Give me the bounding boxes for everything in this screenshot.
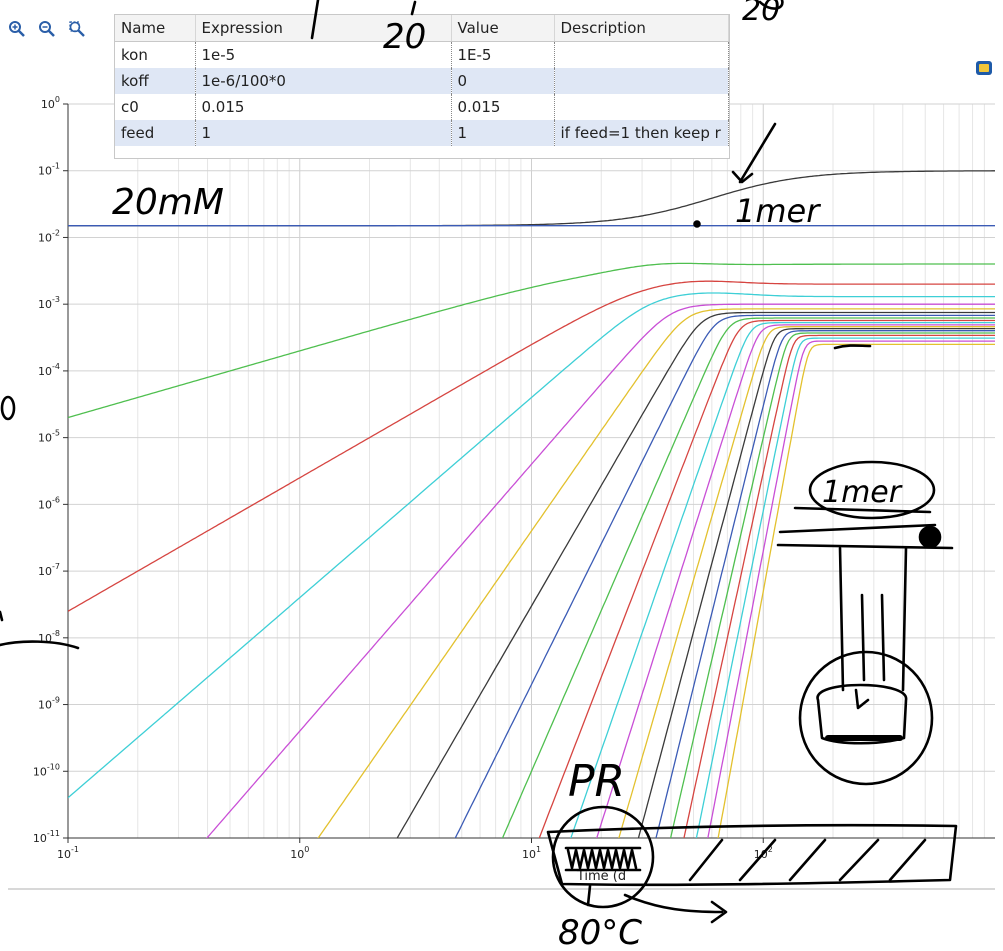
y-tick-label: 10-6 [38, 495, 60, 511]
cell-description[interactable] [554, 94, 729, 120]
x-axis-title: Time (d [576, 869, 626, 884]
x-tick-label: 100 [290, 845, 309, 861]
y-tick-label: 10-4 [38, 362, 60, 378]
y-tick-label: 10-3 [38, 295, 60, 311]
series-line-10 [501, 317, 995, 838]
table-row[interactable]: koff 1e-6/100*0 0 [115, 68, 729, 94]
cell-expression[interactable]: 1e-5 [195, 41, 452, 68]
cell-name[interactable]: c0 [115, 94, 196, 120]
column-header-expression[interactable]: Expression [195, 15, 452, 42]
cell-value: 0.015 [451, 94, 555, 120]
table-header-row: Name Expression Value Description [115, 15, 729, 42]
table-row[interactable]: c0 0.015 0.015 [115, 94, 729, 120]
cell-expression[interactable]: 1 [195, 120, 452, 146]
cell-value: 1 [451, 120, 555, 146]
zoom-in-icon[interactable] [6, 18, 28, 40]
series-line-12 [570, 321, 995, 838]
series-line-5 [68, 292, 995, 799]
series-line-17 [669, 332, 995, 838]
y-tick-label: 10-7 [38, 562, 60, 578]
cell-name[interactable]: koff [115, 68, 196, 94]
parameter-table: Name Expression Value Description kon 1e… [114, 14, 730, 159]
series-line-7 [317, 308, 995, 838]
series-line-18 [683, 334, 995, 838]
y-tick-label: 10-2 [38, 228, 60, 244]
cell-description[interactable] [554, 68, 729, 94]
table-row[interactable]: kon 1e-5 1E-5 [115, 41, 729, 68]
series-line-11 [538, 319, 995, 838]
plot-toolbar [6, 14, 88, 44]
series-line-3 [68, 262, 995, 419]
column-header-value[interactable]: Value [451, 15, 555, 42]
series-line-20 [707, 340, 995, 838]
cell-expression[interactable]: 0.015 [195, 94, 452, 120]
y-tick-label: 100 [41, 95, 60, 111]
cell-description[interactable]: if feed=1 then keep r [554, 120, 729, 146]
series-line-19 [695, 337, 995, 838]
y-tick-label: 10-11 [33, 829, 60, 845]
cell-value: 0 [451, 68, 555, 94]
cell-name[interactable]: kon [115, 41, 196, 68]
series-line-16 [655, 330, 995, 838]
series-line-8 [396, 311, 995, 838]
x-tick-label: 101 [522, 845, 541, 861]
series-line-6 [206, 303, 995, 838]
zoom-box-icon[interactable] [66, 18, 88, 40]
cell-value: 1E-5 [451, 41, 555, 68]
series-line-13 [596, 324, 995, 838]
series-line-15 [637, 327, 995, 838]
series-line-4 [68, 280, 995, 612]
series-line-9 [454, 314, 995, 838]
table-row[interactable]: feed 1 1 if feed=1 then keep r [115, 120, 729, 146]
y-tick-label: 10-8 [38, 629, 60, 645]
series-line-14 [618, 326, 995, 838]
y-tick-label: 10-9 [38, 696, 60, 712]
x-tick-label: 10-1 [57, 845, 79, 861]
column-header-description[interactable]: Description [554, 15, 729, 42]
cell-name[interactable]: feed [115, 120, 196, 146]
y-tick-label: 10-10 [33, 762, 60, 778]
column-header-name[interactable]: Name [115, 15, 196, 42]
divider [8, 888, 995, 890]
y-tick-label: 10-5 [38, 429, 60, 445]
cell-description[interactable] [554, 41, 729, 68]
x-tick-label: 102 [754, 845, 773, 861]
export-image-icon[interactable] [975, 60, 993, 76]
cell-expression[interactable]: 1e-6/100*0 [195, 68, 452, 94]
zoom-out-icon[interactable] [36, 18, 58, 40]
y-tick-label: 10-1 [38, 162, 60, 178]
